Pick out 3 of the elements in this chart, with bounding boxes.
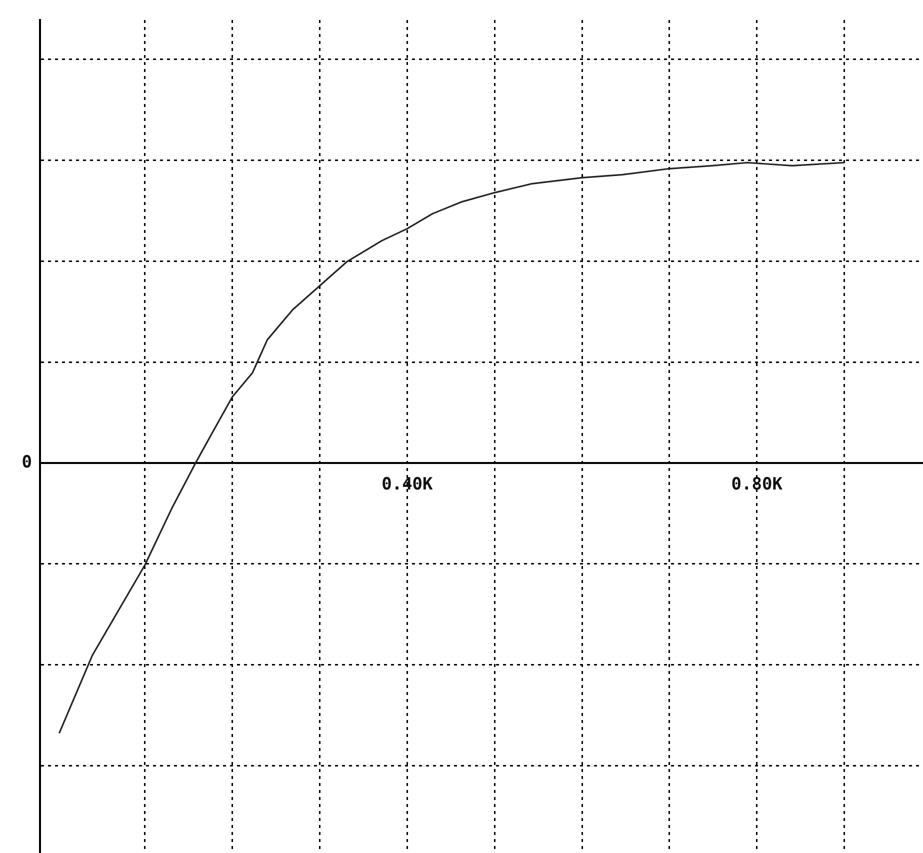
x-tick-label: 0.40K xyxy=(382,474,434,495)
text: 0 xyxy=(22,452,32,472)
x-tick-label: 0.80K xyxy=(731,474,784,495)
